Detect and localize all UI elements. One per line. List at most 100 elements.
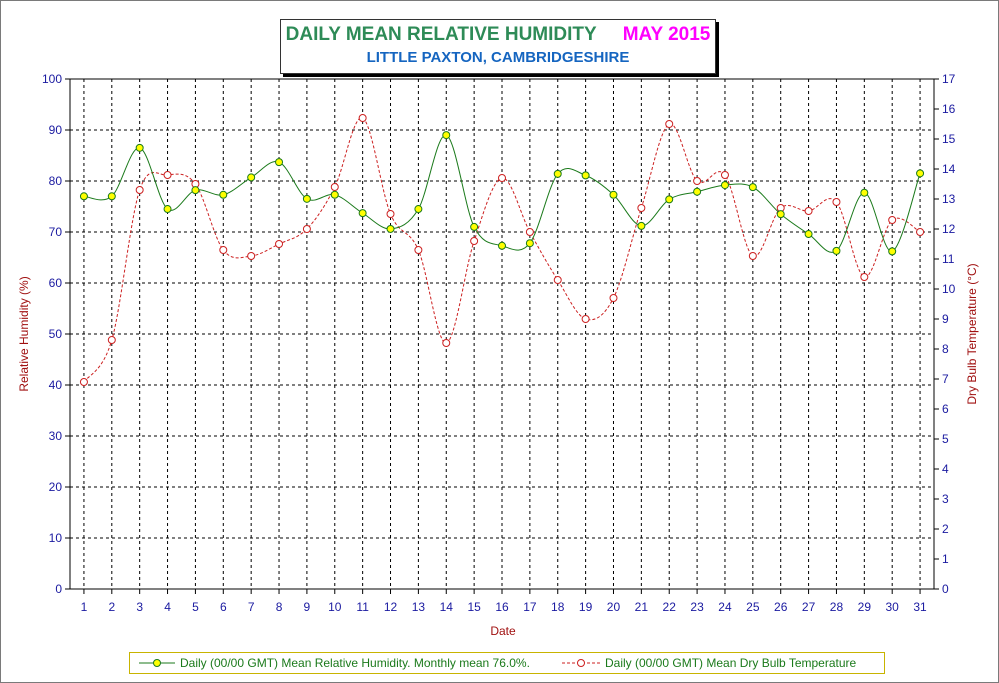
x-tick-label: 25 [746,600,760,614]
rh-data-point [888,247,897,256]
temp-data-point [470,237,479,245]
x-tick-label: 2 [108,600,115,614]
temp-data-point [748,252,757,260]
rh-data-point [665,195,674,204]
y2-tick-label: 8 [942,342,949,356]
rh-data-point [442,131,451,140]
x-tick-label: 28 [830,600,844,614]
rh-data-point [191,186,200,195]
temp-data-point [498,174,506,182]
y2-axis-label: Dry Bulb Temperature (°C) [965,263,979,404]
temp-data-point [581,315,590,323]
temp-data-point [358,114,367,122]
y-tick-label: 100 [42,72,62,86]
y2-tick-label: 5 [942,432,949,446]
chart-title-line: DAILY MEAN RELATIVE HUMIDITY MAY 2015 [281,24,715,46]
y2-tick-label: 12 [942,222,956,236]
x-tick-label: 14 [440,600,454,614]
rh-data-point [275,158,284,167]
rh-data-point [609,190,618,199]
temp-data-point [330,183,339,191]
rh-data-point [358,209,367,218]
temp-data-point [386,210,395,218]
x-tick-label: 23 [690,600,704,614]
temp-data-point [525,228,534,236]
series-layer [79,114,925,386]
y-tick-label: 20 [49,480,63,494]
y-tick-label: 50 [49,327,63,341]
rh-data-point [414,205,423,214]
x-tick-label: 20 [607,600,621,614]
rh-data-point [553,169,562,178]
temp-data-point [414,246,423,254]
y-tick-label: 0 [55,582,62,596]
x-tick-label: 12 [384,600,398,614]
x-tick-label: 3 [136,600,143,614]
x-tick-label: 16 [495,600,509,614]
y2-tick-label: 10 [942,282,956,296]
legend: Daily (00/00 GMT) Mean Relative Humidity… [129,652,885,674]
rh-data-point [386,224,395,233]
legend-rh-label: Daily (00/00 GMT) Mean Relative Humidity… [180,656,530,670]
x-tick-label: 4 [164,600,171,614]
temp-data-point [163,171,172,179]
y-tick-label: 40 [49,378,63,392]
x-tick-label: 1 [81,600,88,614]
x-tick-label: 31 [913,600,927,614]
y2-tick-label: 4 [942,462,949,476]
rh-data-point [107,192,116,201]
x-tick-label: 15 [467,600,481,614]
rh-data-point [581,171,590,180]
x-axis-label: Date [490,624,516,638]
y-tick-label: 10 [49,531,63,545]
temp-data-point [637,204,646,212]
rh-data-point [302,194,311,203]
legend-symbols [139,659,600,667]
temp-data-point [79,378,88,386]
x-tick-label: 9 [304,600,311,614]
legend-temp-marker [577,659,585,667]
y2-tick-label: 6 [942,402,949,416]
y2-tick-label: 15 [942,132,956,146]
x-tick-label: 6 [220,600,227,614]
y2-tick-label: 2 [942,522,949,536]
temp-data-point [219,246,228,254]
y-tick-label: 30 [49,429,63,443]
y2-tick-label: 17 [942,72,956,86]
chart-title-box: DAILY MEAN RELATIVE HUMIDITY MAY 2015 LIT… [280,19,716,74]
rh-data-point [693,187,702,196]
x-tick-label: 26 [774,600,788,614]
y2-tick-label: 1 [942,552,949,566]
temp-data-point [804,207,813,215]
chart-subtitle: LITTLE PAXTON, CAMBRIDGESHIRE [366,49,630,66]
chart-title-period: MAY 2015 [622,24,711,45]
rh-data-point [163,205,172,214]
rh-data-point [637,221,646,230]
y2-tick-label: 0 [942,582,949,596]
temp-data-point [916,228,925,236]
y2-tick-label: 11 [942,252,955,266]
x-tick-label: 22 [663,600,677,614]
rh-data-point [247,173,256,182]
temp-data-point [553,276,562,284]
legend-rh-marker [153,659,161,667]
x-tick-label: 29 [858,600,872,614]
temp-data-point [720,171,729,179]
chart-title: DAILY MEAN RELATIVE HUMIDITY [285,24,597,45]
rh-data-point [748,183,757,192]
temp-data-point [860,273,869,281]
rh-data-point [776,210,785,219]
x-tick-label: 7 [248,600,255,614]
rh-data-point [79,192,88,201]
y2-tick-label: 14 [942,162,956,176]
x-tick-label: 8 [276,600,283,614]
temp-data-point [442,339,451,347]
x-tick-label: 21 [635,600,649,614]
temp-data-point [832,198,841,206]
rh-data-point [219,190,228,199]
rh-data-point [525,239,534,248]
temp-data-point [247,252,256,260]
labels-layer: Date Relative Humidity (%) Dry Bulb Temp… [17,263,979,638]
